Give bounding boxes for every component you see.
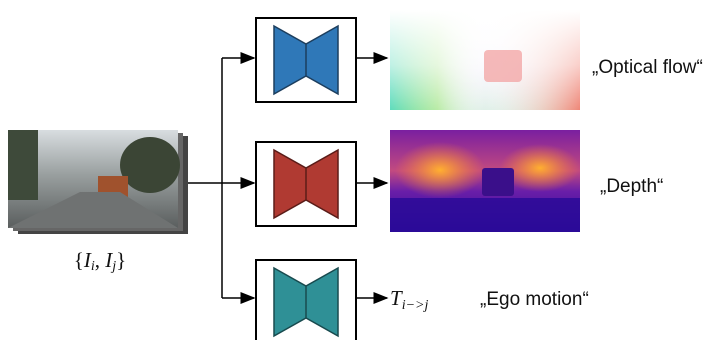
output-label: „Optical flow“ — [592, 57, 703, 78]
input-images — [8, 130, 188, 234]
depth-object — [482, 168, 514, 196]
network — [256, 18, 356, 102]
depth-glow — [395, 142, 485, 198]
input-label: {Ii, Ij} — [74, 248, 126, 274]
depth-image — [390, 130, 580, 232]
depth-road — [390, 198, 580, 232]
network — [256, 142, 356, 226]
ego-motion-symbol: Ti−>j — [390, 286, 428, 313]
connector — [188, 58, 222, 298]
optical-flow-image — [390, 10, 580, 110]
image-tree — [8, 130, 38, 200]
image-tree — [120, 137, 180, 193]
network — [256, 260, 356, 340]
flow-object — [484, 50, 522, 82]
diagram: {Ii, Ij} „Optical flow“ „Depth“ T — [0, 0, 725, 340]
output-label: „Depth“ — [600, 176, 663, 197]
output-label: „Ego motion“ — [480, 289, 589, 310]
